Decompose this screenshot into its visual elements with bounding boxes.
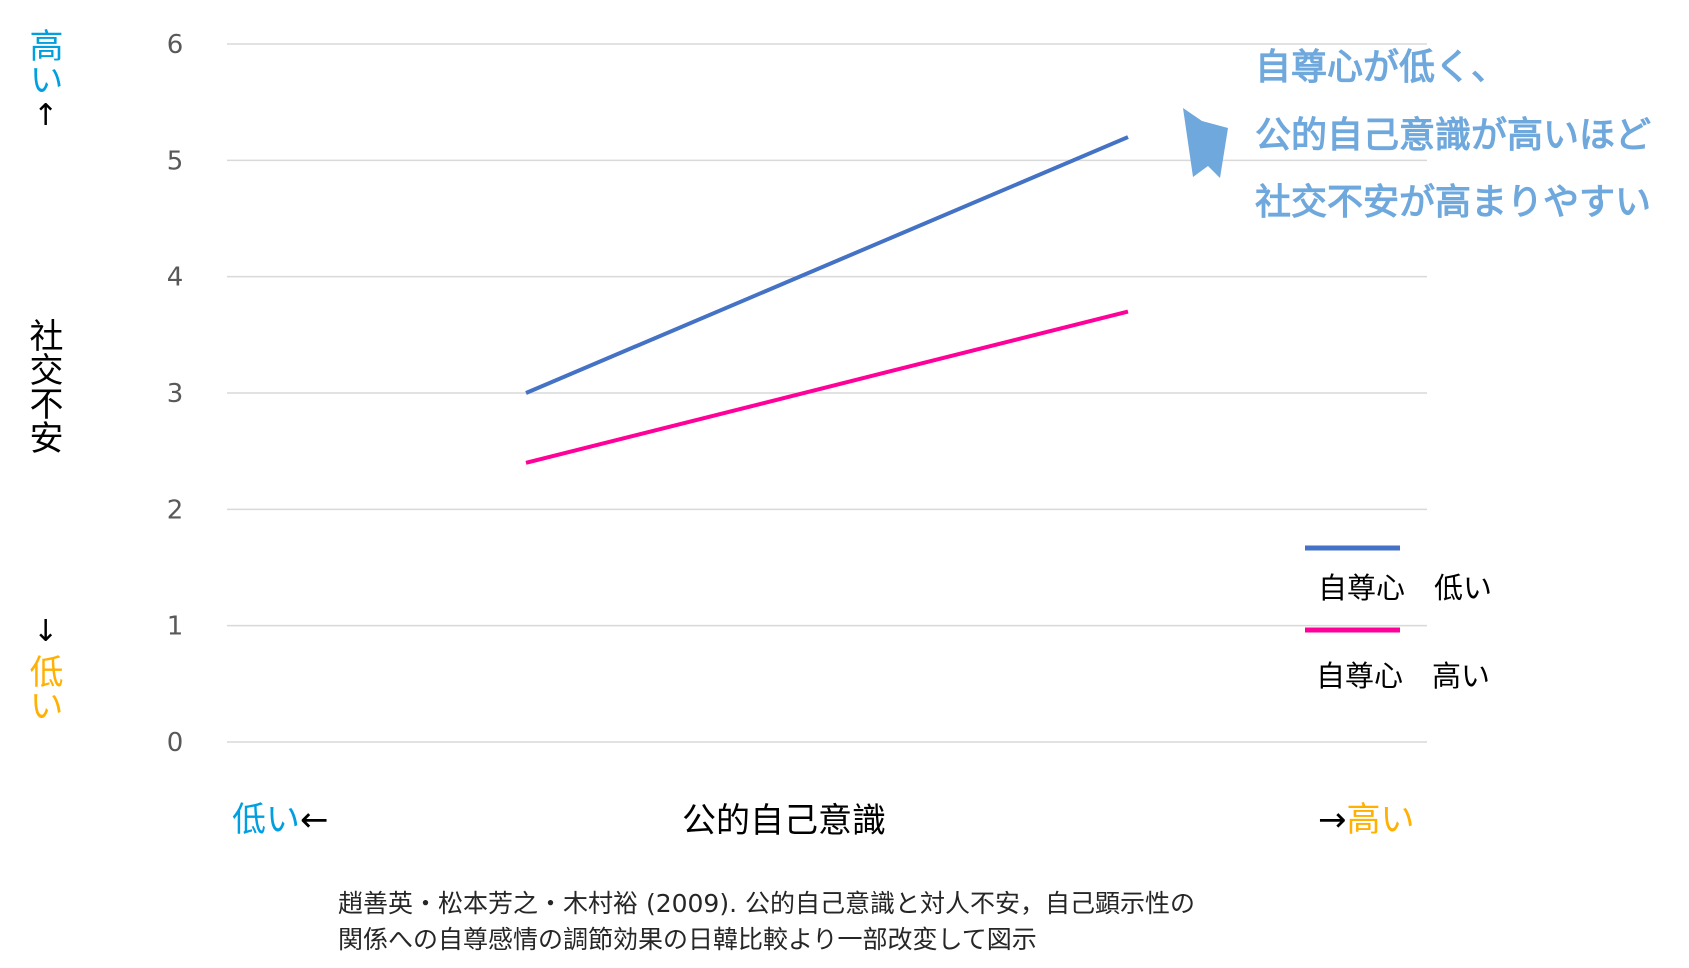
- y-tick-label: 3: [167, 379, 184, 409]
- annotation-line-1: 自尊心が低く、: [1255, 47, 1508, 88]
- annotation-arrow: [1183, 108, 1228, 178]
- series-lines: [525, 135, 1129, 465]
- legend-label-low: 自尊心 低い: [1318, 571, 1493, 605]
- x-high-text: 高い: [1346, 800, 1415, 840]
- citation-line-2: 関係への自尊感情の調節効果の日韓比較より一部改変して図示: [338, 925, 1037, 954]
- y-tick-labels: 0 1 2 3 4 5 6: [167, 30, 184, 758]
- y-high-arrow: ↑: [33, 98, 59, 133]
- annotation-line-2: 公的自己意識が高いほど: [1255, 115, 1652, 156]
- x-low-arrow: ←: [300, 800, 329, 840]
- y-high-label: 高い: [23, 28, 63, 96]
- y-tick-label: 6: [167, 30, 184, 60]
- legend: [1305, 545, 1400, 633]
- y-tick-label: 5: [167, 146, 184, 176]
- x-axis-title: 公的自己意識: [682, 801, 886, 841]
- x-low-label: 低い←: [232, 792, 329, 841]
- x-low-text: 低い: [232, 800, 300, 840]
- citation-line-1: 趙善英・松本芳之・木村裕 (2009). 公的自己意識と対人不安，自己顕示性の: [338, 889, 1195, 918]
- series-line-0: [525, 135, 1129, 395]
- y-low-arrow: ↓: [33, 614, 59, 649]
- y-tick-label: 2: [167, 495, 184, 525]
- series-line-1: [525, 309, 1129, 465]
- legend-label-high: 自尊心 高い: [1316, 659, 1491, 693]
- y-low-label: 低い: [23, 654, 63, 722]
- y-tick-label: 1: [167, 612, 184, 642]
- y-tick-label: 0: [167, 728, 184, 758]
- x-high-label: →高い: [1318, 792, 1415, 841]
- annotation-line-3: 社交不安が高まりやすい: [1255, 182, 1652, 223]
- x-high-arrow: →: [1318, 800, 1347, 840]
- y-tick-label: 4: [167, 263, 184, 293]
- y-axis-title: 社交不安: [23, 318, 63, 454]
- gridlines: [227, 43, 1427, 743]
